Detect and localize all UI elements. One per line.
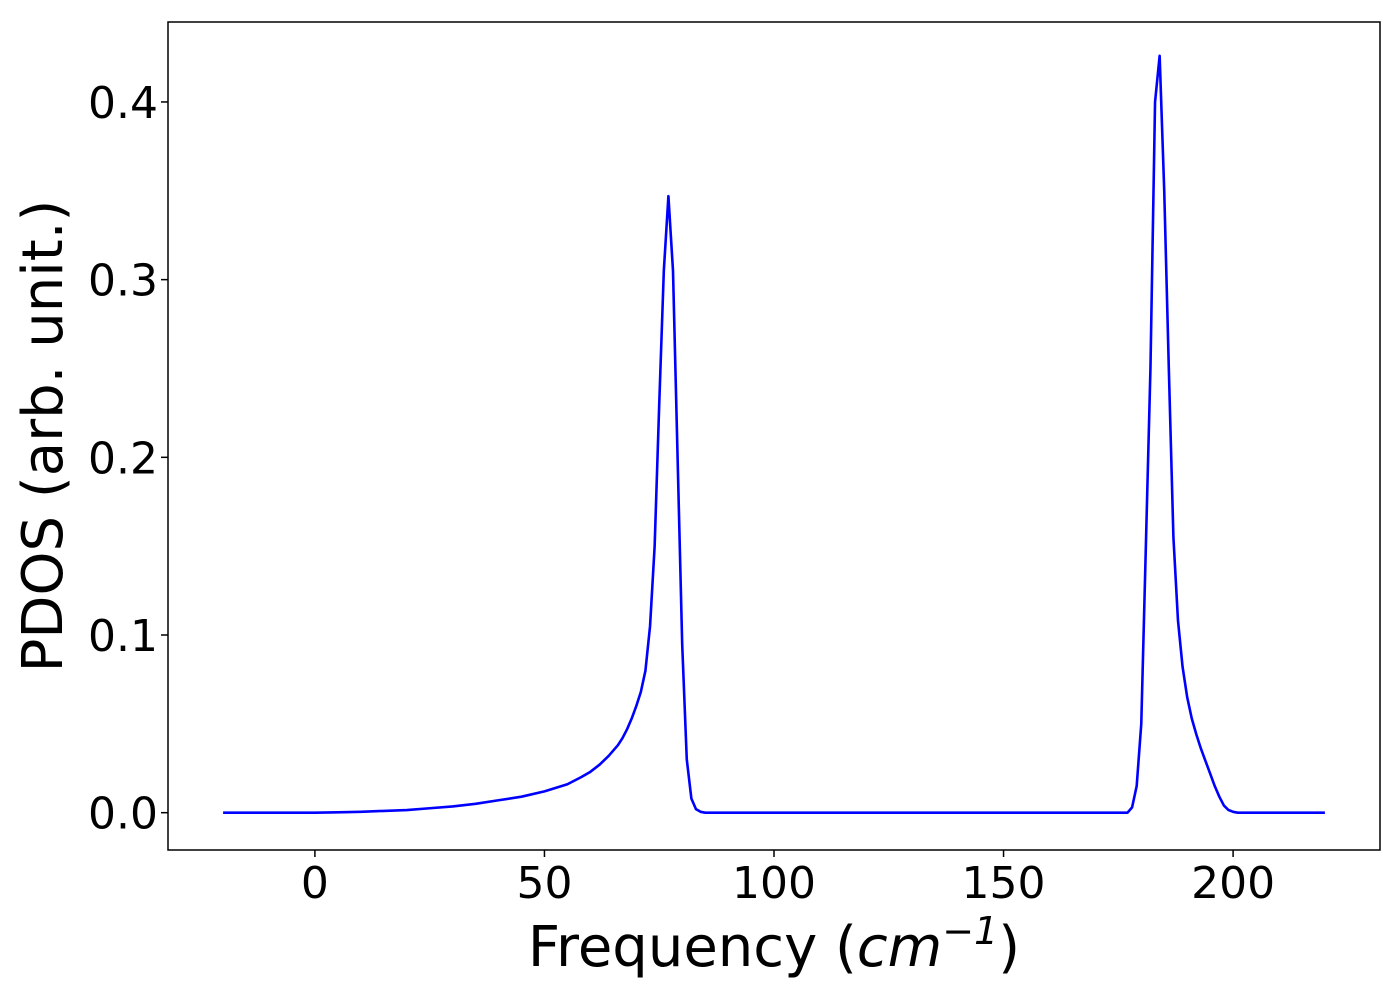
y-tick-label: 0.1 [88, 611, 158, 662]
x-tick-label: 50 [516, 858, 572, 909]
x-axis-label: Frequency (cm−1) [528, 909, 1020, 980]
y-tick-label: 0.2 [88, 433, 158, 484]
plot-area [223, 54, 1325, 814]
x-tick-label: 100 [732, 858, 816, 909]
series-line-0 [223, 54, 1325, 814]
x-tick-label: 200 [1191, 858, 1275, 909]
y-axis-ticks: 0.0 0.1 0.2 0.3 0.4 [88, 78, 168, 840]
x-axis-label-prefix: Frequency ( [528, 915, 857, 980]
y-axis-label: PDOS (arb. unit.) [11, 200, 76, 673]
x-axis-label-suffix: ) [998, 915, 1020, 980]
x-axis-label-unit: cm [857, 915, 942, 980]
x-tick-label: 150 [962, 858, 1046, 909]
x-tick-label: 0 [301, 858, 329, 909]
y-tick-label: 0.4 [88, 78, 158, 129]
y-tick-label: 0.3 [88, 256, 158, 307]
y-tick-label: 0.0 [88, 789, 158, 840]
x-axis-ticks: 0 50 100 150 200 [301, 850, 1275, 909]
x-axis-label-exponent: −1 [942, 909, 998, 953]
